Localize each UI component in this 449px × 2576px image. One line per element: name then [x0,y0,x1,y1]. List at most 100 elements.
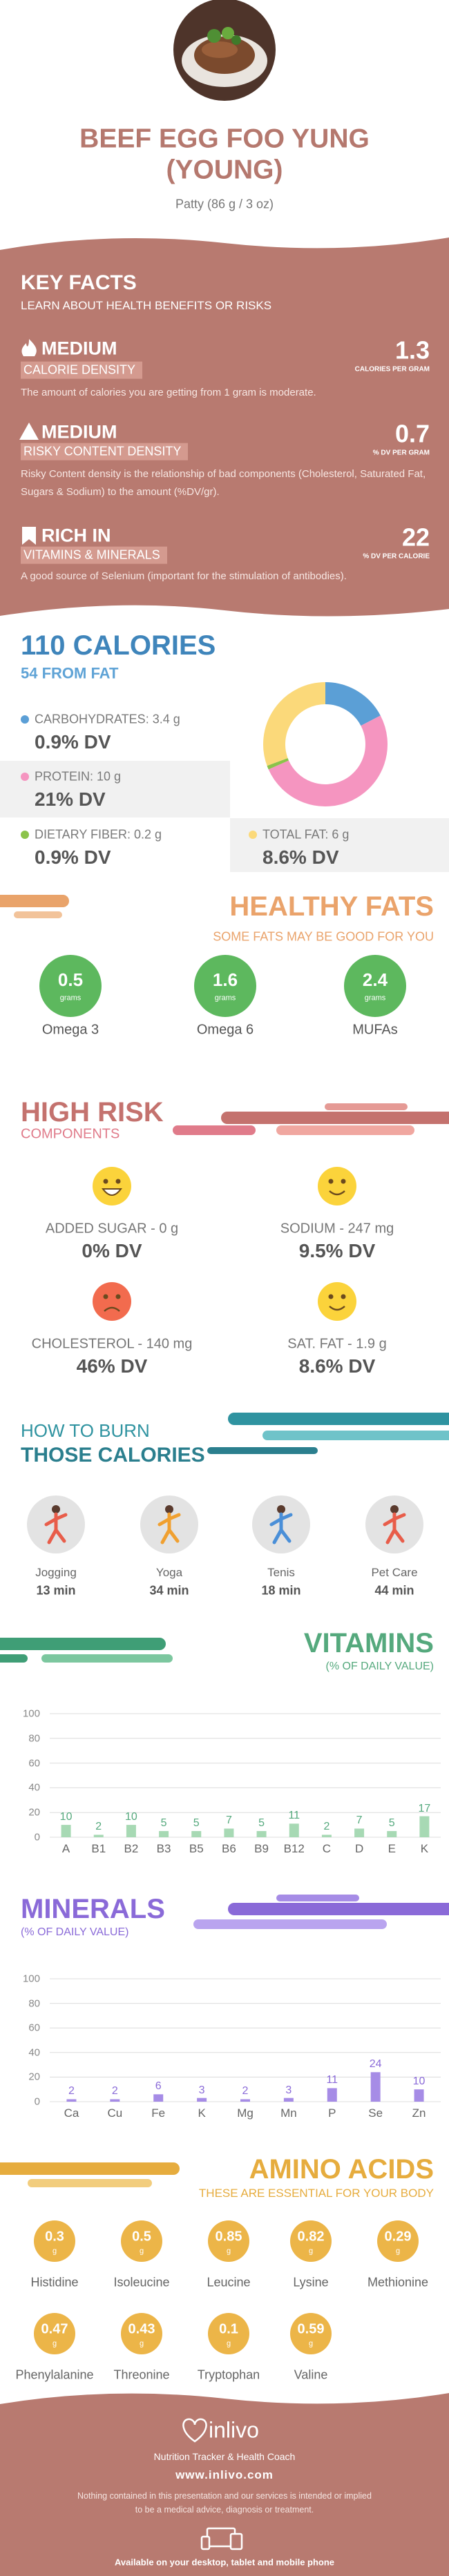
ribbon-icon [22,527,36,545]
decor-bar [207,1447,318,1454]
x-tick-label: K [420,1842,429,1856]
x-tick-label: Ca [64,2107,79,2120]
amino-name: Tryptophan [197,2367,260,2382]
serving: Patty (86 g / 3 oz) [175,197,274,211]
disclaimer: Nothing contained in this presentation a… [77,2491,372,2515]
mouth [104,1306,120,1312]
risk-dv: 8.6% DV [298,1355,376,1377]
fat-unit: grams [59,994,82,1003]
fat-value: 2.4 [362,969,388,991]
y-tick-label: 20 [28,1806,40,1819]
bar [126,1825,136,1837]
x-tick-label: B2 [124,1842,139,1856]
amino-unit: g [395,2247,401,2256]
activity-time: 18 min [261,1583,301,1598]
donut-slice [267,757,289,770]
mouth [102,1188,122,1196]
x-tick-label: Se [368,2107,383,2120]
y-tick-label: 20 [28,2071,40,2083]
amino-unit: g [52,2339,57,2348]
value-label: 17 [418,1802,431,1814]
y-tick-label: 40 [28,1781,40,1794]
risk-dv: 46% DV [76,1355,148,1377]
amino-name: Histidine [30,2275,79,2289]
tagline: Nutrition Tracker & Health Coach [153,2450,296,2462]
section-subtitle: LEARN ABOUT HEALTH BENEFITS OR RISKS [21,299,272,313]
bar [66,2099,77,2102]
bar [283,2098,294,2102]
amino-circle [290,2313,332,2354]
amino-name: Valine [294,2367,328,2382]
value-label: 2 [242,2085,249,2098]
section-subtitle: THESE ARE ESSENTIAL FOR YOUR BODY [198,2187,434,2200]
x-tick-label: B9 [254,1842,269,1856]
risk-dv: 9.5% DV [298,1239,376,1261]
x-tick-label: Fe [151,2107,166,2120]
eye [115,1179,121,1184]
food-photo [173,0,276,101]
value-label: 6 [155,2080,162,2093]
fat-value: 0.5 [57,969,84,991]
fat-circle [39,955,102,1017]
fat-name: MUFAs [352,1022,398,1038]
figure-body [157,1512,181,1544]
value-label: 11 [326,2074,338,2086]
bar [354,1828,365,1837]
x-tick-label: A [61,1842,70,1856]
decor-bar [193,1919,387,1929]
x-tick-label: B1 [91,1842,106,1856]
title: BEEF EGG FOO YUNG [79,124,370,154]
fact-value: 22 [401,523,430,552]
amino-value: 0.1 [219,2321,238,2337]
x-tick-label: Cu [107,2107,123,2120]
device-phone [200,2535,211,2550]
x-tick-label: B6 [222,1842,236,1856]
footer-background [0,2393,449,2576]
eye [103,1294,108,1299]
amino-name: Threonine [113,2367,170,2382]
activity-time: 13 min [36,1583,76,1598]
value-label: 3 [285,2084,292,2096]
amino-name: Phenylalanine [15,2367,94,2382]
amino-circle [121,2220,162,2262]
y-tick-label: 40 [28,2046,40,2059]
amino-circle [208,2313,249,2354]
value-label: 10 [125,1810,137,1823]
logo-heart [182,2418,207,2443]
figure-head [277,1505,285,1513]
nutrient-dv: 21% DV [35,788,106,810]
x-tick-label: Mg [237,2107,254,2120]
garnish [207,29,221,43]
legend-dot [21,831,29,839]
chart-subtitle: (% OF DAILY VALUE) [21,1926,129,1938]
fact-description: Risky Content density is the relationshi… [21,468,426,498]
activity-name: Tenis [267,1566,295,1580]
bar [240,2099,250,2102]
fact-label: CALORIE DENSITY [21,361,143,379]
nutrient-label: DIETARY FIBER: 0.2 g [35,827,162,842]
mouth [329,1190,345,1196]
nutrient-dv: 0.9% DV [35,730,111,753]
decor-bar [0,895,69,907]
eye [341,1179,346,1184]
amino-circle [377,2220,419,2262]
x-tick-label: E [388,1842,396,1856]
amino-unit: g [226,2247,231,2256]
value-label: 5 [160,1817,167,1829]
calories-subtitle: 54 FROM FAT [21,664,119,682]
key-facts-background [0,238,449,617]
value-label: 2 [95,1821,102,1833]
donut-slice [325,682,381,726]
decor-bar [276,1125,414,1135]
x-tick-label: D [354,1842,364,1856]
bar [327,2088,337,2102]
section-title: HIGH RISK [21,1097,164,1127]
section-title: KEY FACTS [21,271,137,294]
face [318,1282,356,1321]
bar [110,2099,120,2102]
amino-name: Isoleucine [113,2275,170,2289]
figure-head [165,1505,173,1513]
section-subtitle: SOME FATS MAY BE GOOD FOR YOU [213,929,434,944]
amino-circle [34,2313,75,2354]
